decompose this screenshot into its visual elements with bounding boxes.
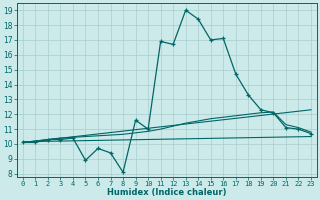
X-axis label: Humidex (Indice chaleur): Humidex (Indice chaleur) [107, 188, 227, 197]
